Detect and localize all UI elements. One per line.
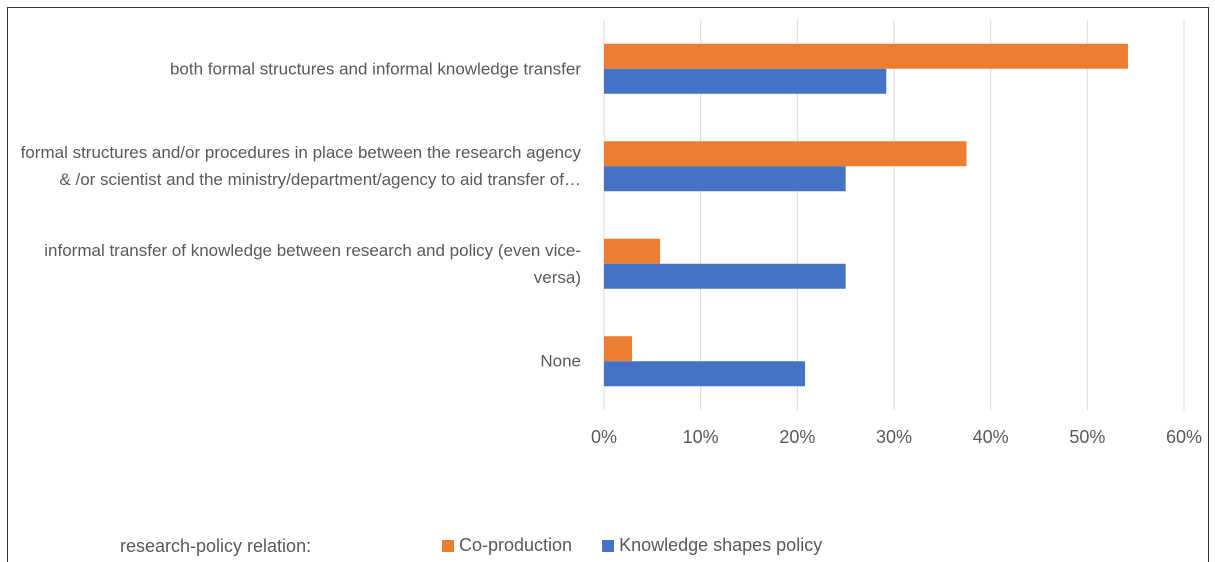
x-tick-label: 10%: [683, 427, 719, 447]
x-tick-label: 20%: [779, 427, 815, 447]
bar: [604, 166, 846, 192]
category-label: both formal structures and informal know…: [169, 59, 581, 79]
category-label: informal transfer of knowledge between r…: [44, 240, 581, 287]
frame: [7, 7, 1209, 562]
bar: [604, 238, 661, 264]
legend-swatch: [442, 540, 454, 552]
legend-label: Co-production: [459, 535, 572, 555]
x-tick-label: 0%: [591, 427, 617, 447]
legend-title: research-policy relation:: [120, 536, 311, 556]
bar: [604, 43, 1128, 69]
category-label: formal structures and/or procedures in p…: [20, 143, 581, 190]
legend-label: Knowledge shapes policy: [619, 535, 822, 555]
category-label: None: [540, 351, 581, 371]
x-tick-label: 60%: [1166, 427, 1202, 447]
bar: [604, 361, 806, 387]
bar: [604, 68, 887, 94]
bar: [604, 141, 967, 167]
bar: [604, 263, 846, 289]
x-tick-label: 50%: [1069, 427, 1105, 447]
legend-swatch: [602, 540, 615, 552]
bar: [604, 336, 633, 362]
x-tick-label: 30%: [876, 427, 912, 447]
x-tick-label: 40%: [973, 427, 1009, 447]
